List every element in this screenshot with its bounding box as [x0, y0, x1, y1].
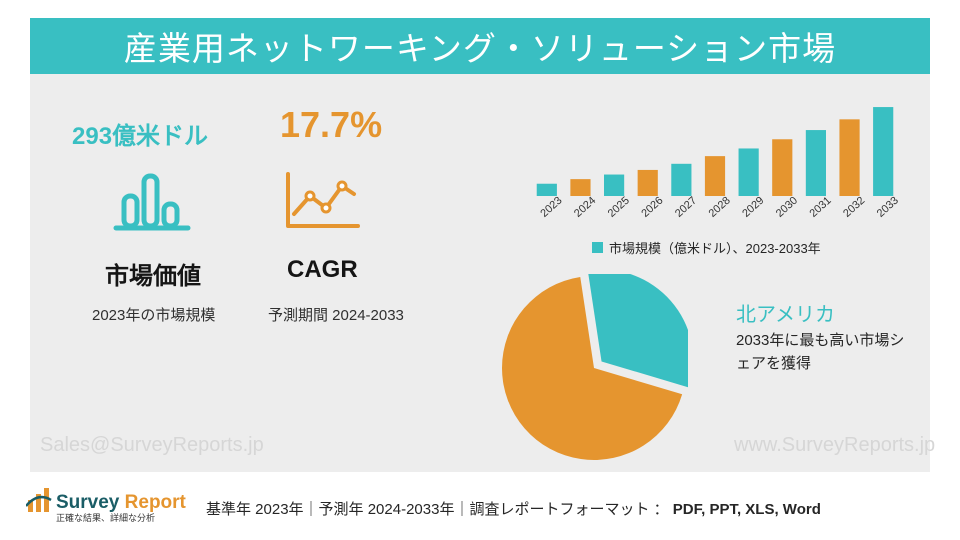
logo: Survey Reports 正確な結果、詳細な分析 [26, 486, 186, 531]
region-label: 北アメリカ [736, 298, 835, 327]
logo-icon: Survey Reports 正確な結果、詳細な分析 [26, 486, 186, 526]
svg-text:2027: 2027 [673, 195, 699, 220]
svg-text:2030: 2030 [774, 195, 800, 220]
region-sub: 2033年に最も高い市場シェアを獲得 [736, 330, 916, 375]
svg-text:2029: 2029 [740, 195, 766, 220]
market-value: 293億米ドル [72, 116, 208, 151]
logo-subtext: 正確な結果、詳細な分析 [56, 512, 155, 523]
market-value-sub: 2023年の市場規模 [92, 304, 215, 325]
market-value-label: 市場価値 [105, 256, 201, 291]
legend-text: 市場規模（億米ドル）、2023-2033年 [609, 238, 821, 257]
legend-swatch [592, 242, 603, 253]
bar-legend: 市場規模（億米ドル）、2023-2033年 [592, 238, 821, 257]
title-text: 産業用ネットワーキング・ソリューション市場 [124, 22, 836, 70]
svg-text:2033: 2033 [875, 195, 901, 220]
cagr-label: CAGR [287, 256, 358, 284]
svg-text:2032: 2032 [841, 195, 867, 220]
logo-word2: Reports [125, 492, 186, 513]
svg-text:Survey Reports: Survey Reports [56, 492, 186, 513]
logo-word1: Survey [56, 492, 120, 513]
line-chart-icon [280, 168, 364, 234]
region-pie-chart [500, 274, 688, 462]
title-bar: 産業用ネットワーキング・ソリューション市場 [30, 18, 930, 74]
footer-formats: PDF, PPT, XLS, Word [669, 501, 821, 518]
cagr-sub: 予測期間 2024-2033 [268, 304, 404, 325]
footer-text: 基準年 2023年｜予測年 2024-2033年｜調査レポートフォーマット ： … [206, 498, 821, 519]
watermark-url: www.SurveyReports.jp [734, 434, 935, 457]
footer-pre: 基準年 2023年｜予測年 2024-2033年｜調査レポートフォーマット ： [206, 501, 669, 518]
slide: 産業用ネットワーキング・ソリューション市場 293億米ドル 17.7% 市場価値… [0, 0, 960, 540]
svg-text:2025: 2025 [606, 195, 632, 220]
bar-chart-icon [110, 168, 194, 234]
svg-text:2026: 2026 [639, 195, 665, 220]
watermark-email: Sales@SurveyReports.jp [40, 434, 264, 457]
cagr-value: 17.7% [280, 104, 382, 146]
growth-bar-chart: 2023 2024 2025 2026 2027 2028 2029 2030 2031 2032… [530, 98, 900, 228]
svg-text:2031: 2031 [807, 195, 833, 220]
svg-text:2028: 2028 [707, 195, 733, 220]
svg-text:2023: 2023 [538, 195, 564, 220]
svg-text:2024: 2024 [572, 195, 598, 220]
